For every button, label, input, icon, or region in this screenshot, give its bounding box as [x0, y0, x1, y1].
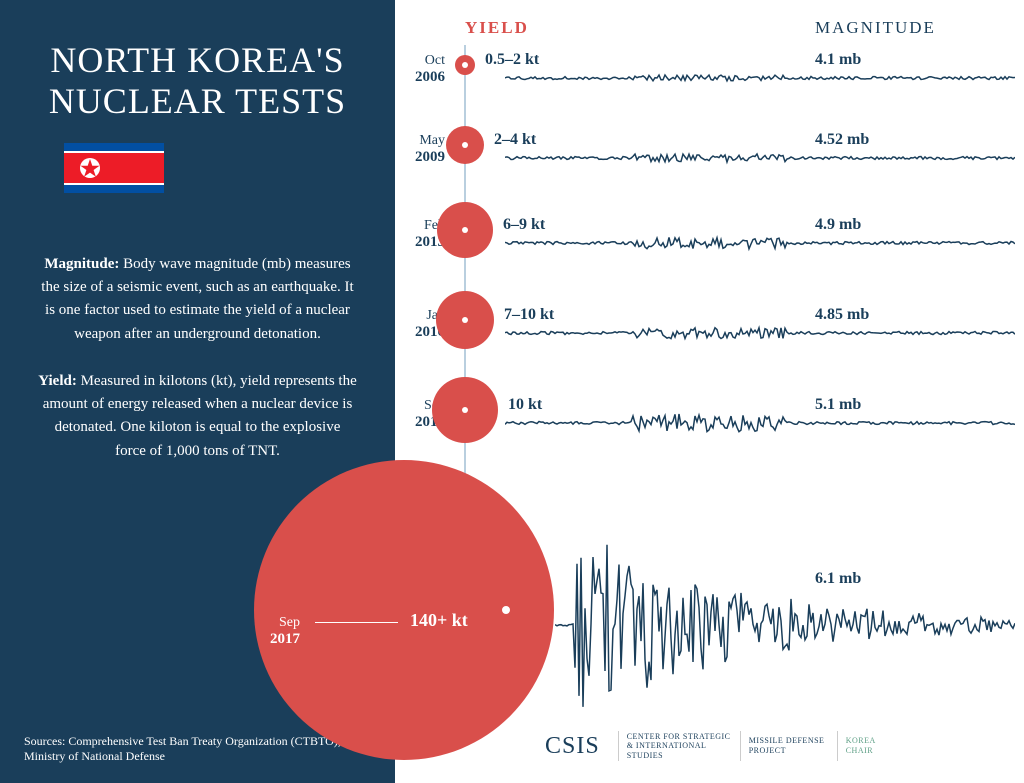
- test-2017: Sep 2017 140+ kt 6.1 mb: [395, 480, 1024, 760]
- seismogram: [505, 143, 1015, 173]
- yield-def-label: Yield:: [38, 373, 77, 389]
- seismogram: [505, 63, 1015, 93]
- sources: Sources: Comprehensive Test Ban Treaty O…: [24, 734, 371, 765]
- test-2016-jan: Jan20167–10 kt4.85 mb: [395, 300, 1024, 360]
- yield-label: 140+ kt: [410, 610, 468, 631]
- yield-def-text: Measured in kilotons (kt), yield represe…: [43, 373, 357, 459]
- project-2: KOREA CHAIR: [846, 736, 891, 755]
- test-2009: May20092–4 kt4.52 mb: [395, 125, 1024, 185]
- yield-bubble: [446, 126, 484, 164]
- seismogram: [555, 510, 1015, 740]
- test-date: Sep 2017: [270, 615, 300, 648]
- project-1: MISSILE DEFENSE PROJECT: [749, 736, 829, 755]
- test-2006: Oct20060.5–2 kt4.1 mb: [395, 45, 1024, 105]
- seismogram: [505, 318, 1015, 348]
- test-2016-sep: Sep201610 kt5.1 mb: [395, 390, 1024, 450]
- divider: [837, 731, 838, 761]
- flag-north-korea: [64, 143, 164, 193]
- csis-logo: CSIS: [545, 733, 600, 760]
- test-2013: Feb20136–9 kt4.9 mb: [395, 210, 1024, 270]
- date-connector-line: [315, 622, 398, 623]
- test-date: Oct2006: [415, 53, 445, 86]
- header-magnitude: MAGNITUDE: [815, 18, 936, 38]
- yield-bubble: [455, 55, 475, 75]
- header-yield: YIELD: [465, 18, 529, 38]
- seismogram: [505, 228, 1015, 258]
- org-name: CENTER FOR STRATEGIC & INTERNATIONAL STU…: [627, 732, 732, 761]
- yield-bubble: [254, 460, 554, 760]
- yield-bubble: [436, 291, 494, 349]
- chart-area: YIELD MAGNITUDE Oct20060.5–2 kt4.1 mb May…: [395, 0, 1024, 783]
- footer-logos: CSIS CENTER FOR STRATEGIC & INTERNATIONA…: [545, 727, 1012, 765]
- divider: [618, 731, 619, 761]
- divider: [740, 731, 741, 761]
- seismogram: [505, 408, 1015, 438]
- magnitude-def-label: Magnitude:: [44, 256, 119, 272]
- title: NORTH KOREA'S NUCLEAR TESTS: [28, 40, 367, 123]
- yield-bubble: [432, 377, 498, 443]
- test-date: May2009: [415, 133, 445, 166]
- yield-bubble: [437, 202, 493, 258]
- definitions: Magnitude: Body wave magnitude (mb) meas…: [28, 253, 367, 463]
